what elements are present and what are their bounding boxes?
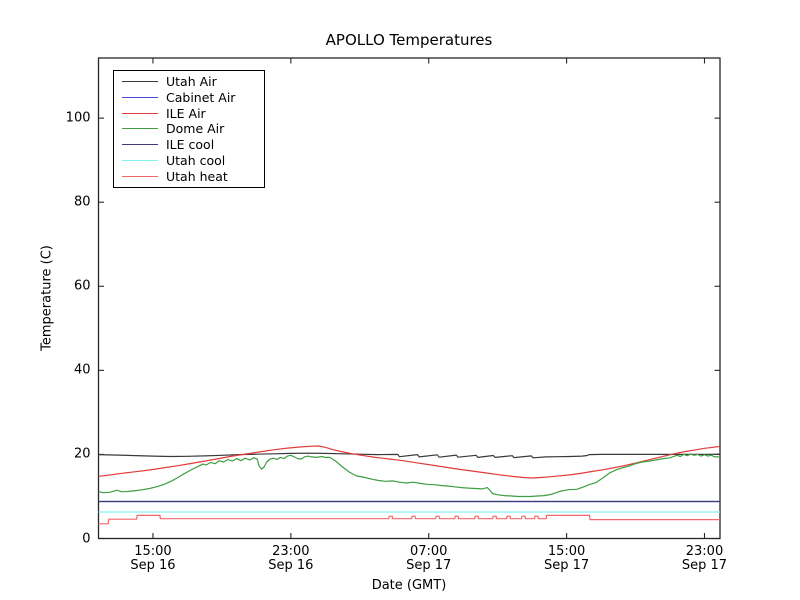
- x-axis-label: Date (GMT): [371, 578, 447, 593]
- chart-title: APOLLO Temperatures: [325, 31, 493, 49]
- legend-entry: Utah cool: [114, 153, 264, 168]
- series-line-utah-air: [98, 452, 721, 459]
- legend-label: Cabinet Air: [166, 90, 236, 106]
- legend-label: Dome Air: [166, 121, 225, 137]
- x-tick-label: 15:00 Sep 17: [544, 543, 590, 573]
- y-tick-label: 40: [73, 362, 91, 378]
- series-line-dome-air: [98, 453, 720, 498]
- x-tick-label: 23:00 Sep 17: [681, 543, 728, 573]
- series-line-utah-heat: [98, 514, 720, 525]
- y-tick-label: 100: [65, 110, 91, 126]
- legend-line-sample: [122, 144, 158, 146]
- legend-entry: Utah heat: [114, 169, 264, 184]
- legend-line-sample: [122, 175, 158, 177]
- legend-line-sample: [122, 159, 158, 161]
- y-axis-label: Temperature (C): [39, 245, 55, 351]
- legend-line-sample: [122, 128, 158, 130]
- legend: Utah Air Cabinet Air ILE Air Dome Air ILE co…: [113, 70, 265, 188]
- legend-label: Utah heat: [166, 168, 228, 184]
- legend-entry: ILE cool: [114, 137, 264, 152]
- legend-line-sample: [122, 81, 158, 83]
- axes-frame: [97, 57, 721, 540]
- legend-label: ILE cool: [166, 137, 215, 153]
- legend-entry: Dome Air: [114, 121, 264, 136]
- y-tick-label: 80: [73, 194, 91, 210]
- y-tick-label: 60: [73, 278, 91, 294]
- legend-label: Utah Air: [166, 74, 217, 90]
- legend-entry: ILE Air: [114, 106, 264, 121]
- legend-entry: Utah Air: [114, 74, 264, 89]
- x-tick-label: 15:00 Sep 16: [130, 543, 176, 573]
- series-line-ile-air: [98, 445, 721, 479]
- x-tick-label: 07:00 Sep 17: [406, 543, 452, 573]
- y-tick-label: 20: [73, 446, 91, 462]
- legend-entry: Cabinet Air: [114, 90, 264, 105]
- y-tick-label: 0: [82, 531, 91, 546]
- legend-label: Utah cool: [166, 152, 226, 168]
- x-tick-label: 23:00 Sep 16: [268, 543, 314, 573]
- legend-line-sample: [122, 97, 158, 99]
- legend-label: ILE Air: [166, 105, 206, 121]
- legend-line-sample: [122, 112, 158, 114]
